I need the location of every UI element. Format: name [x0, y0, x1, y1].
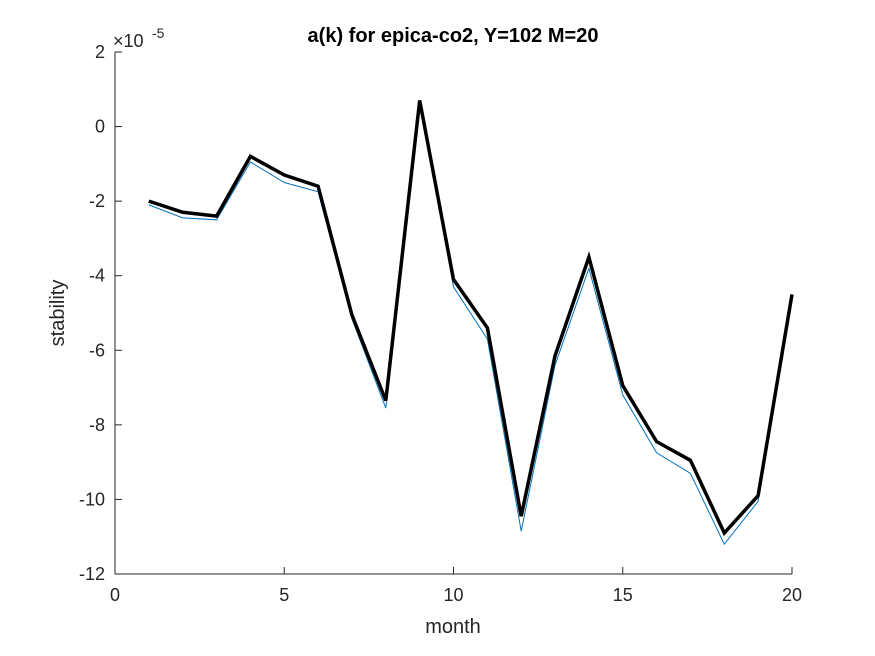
- x-tick-label: 5: [279, 585, 289, 605]
- y-axis-title: stability: [47, 280, 69, 347]
- x-tick-label: 10: [443, 585, 463, 605]
- x-tick-label: 20: [782, 585, 802, 605]
- series-group: [148, 100, 794, 546]
- y-tick-label: -10: [79, 489, 105, 509]
- x-tick-label: 15: [613, 585, 633, 605]
- series-line-1: [148, 100, 793, 546]
- x-axis-title: month: [425, 616, 481, 638]
- y-tick-label: -2: [89, 191, 105, 211]
- y-axis-exponent: ×10 -5: [113, 25, 165, 51]
- y-tick-label: -8: [89, 415, 105, 435]
- y-axis-exponent-power: -5: [152, 25, 165, 41]
- y-tick-label: -4: [89, 266, 105, 286]
- chart-title: a(k) for epica-co2, Y=102 M=20: [308, 25, 599, 47]
- x-tick-label: 0: [110, 585, 120, 605]
- y-tick-label: -12: [79, 564, 105, 584]
- series-line-2: [148, 100, 794, 537]
- y-axis-exponent-base: ×10: [113, 31, 144, 51]
- x-axis-ticks: 0 5 10 15 20: [110, 567, 802, 605]
- y-tick-label: -6: [89, 340, 105, 360]
- y-tick-label: 0: [95, 117, 105, 137]
- y-axis-ticks: 2 0 -2 -4 -6 -8 -10 -12: [79, 42, 122, 584]
- y-tick-label: 2: [95, 42, 105, 62]
